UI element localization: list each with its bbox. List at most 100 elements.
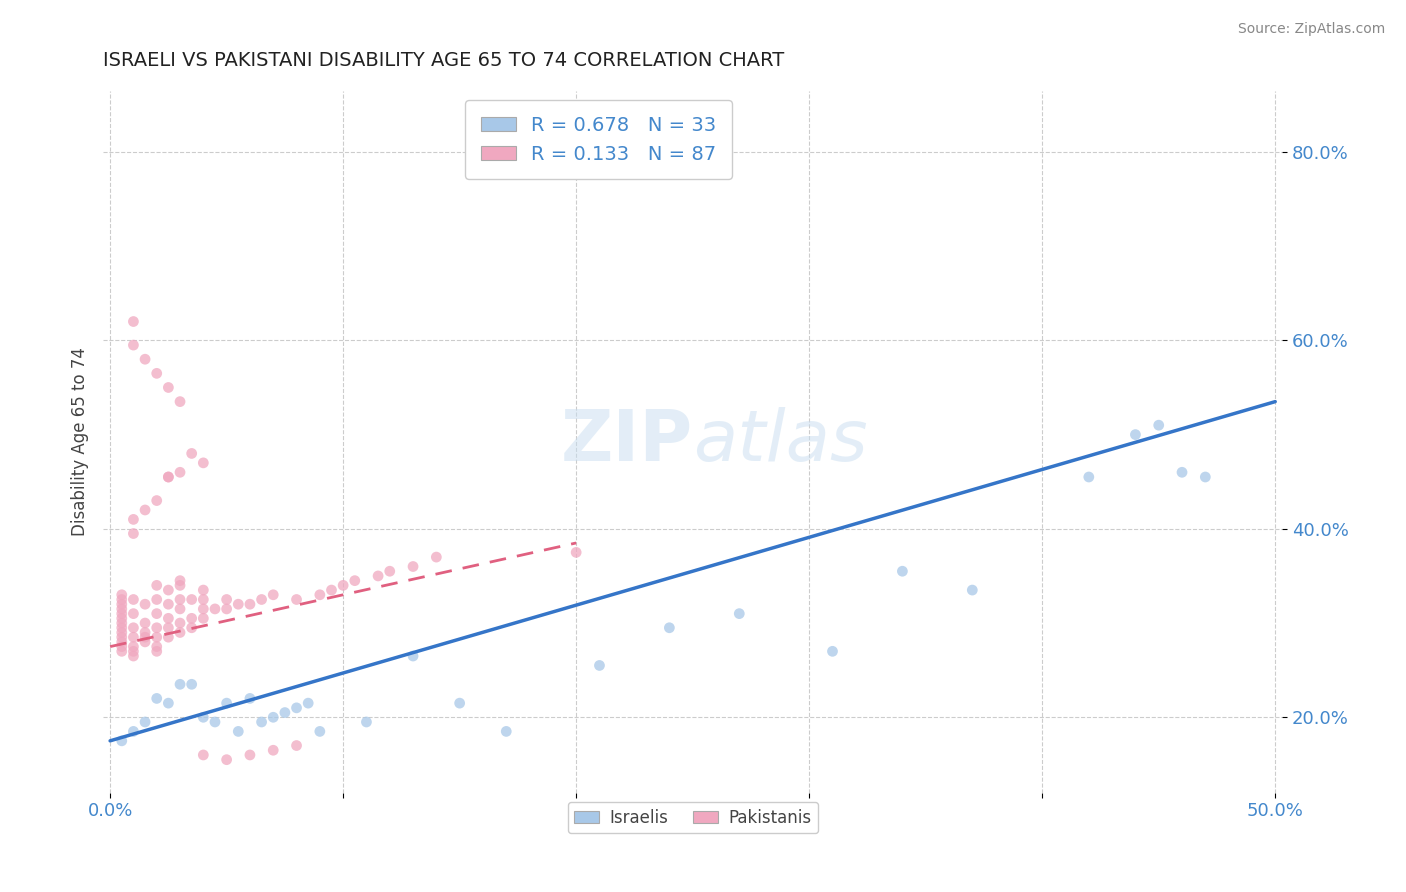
Point	[111, 625, 134, 640]
Point	[169, 578, 191, 592]
Point	[111, 588, 134, 602]
Point	[134, 625, 156, 640]
Text: ISRAELI VS PAKISTANI DISABILITY AGE 65 TO 74 CORRELATION CHART: ISRAELI VS PAKISTANI DISABILITY AGE 65 T…	[103, 51, 785, 70]
Text: Source: ZipAtlas.com: Source: ZipAtlas.com	[1237, 22, 1385, 37]
Point	[180, 677, 202, 691]
Point	[728, 607, 751, 621]
Point	[180, 621, 202, 635]
Text: atlas: atlas	[693, 407, 868, 476]
Point	[122, 314, 145, 328]
Point	[111, 640, 134, 654]
Point	[565, 545, 588, 559]
Point	[145, 367, 167, 381]
Point	[495, 724, 517, 739]
Point	[658, 621, 681, 635]
Point	[169, 574, 191, 588]
Point	[111, 611, 134, 625]
Point	[157, 470, 180, 484]
Point	[157, 621, 180, 635]
Point	[122, 640, 145, 654]
Point	[134, 615, 156, 630]
Point	[111, 635, 134, 649]
Point	[449, 696, 471, 710]
Point	[285, 592, 308, 607]
Point	[321, 583, 343, 598]
Point	[356, 714, 378, 729]
Point	[204, 602, 226, 616]
Point	[122, 592, 145, 607]
Point	[193, 710, 215, 724]
Point	[215, 696, 238, 710]
Point	[157, 597, 180, 611]
Point	[169, 602, 191, 616]
Point	[145, 630, 167, 644]
Point	[157, 696, 180, 710]
Point	[402, 648, 425, 663]
Point	[134, 352, 156, 367]
Point	[226, 724, 249, 739]
Point	[274, 706, 297, 720]
Point	[285, 701, 308, 715]
Point	[169, 592, 191, 607]
Point	[122, 621, 145, 635]
Point	[285, 739, 308, 753]
Point	[111, 621, 134, 635]
Point	[145, 640, 167, 654]
Point	[145, 607, 167, 621]
Point	[378, 564, 401, 578]
Point	[157, 380, 180, 394]
Point	[193, 592, 215, 607]
Point	[1171, 465, 1194, 479]
Point	[169, 625, 191, 640]
Point	[262, 710, 284, 724]
Point	[145, 691, 167, 706]
Point	[297, 696, 319, 710]
Point	[111, 615, 134, 630]
Point	[239, 747, 262, 762]
Legend: Israelis, Pakistanis: Israelis, Pakistanis	[568, 802, 818, 833]
Point	[821, 644, 844, 658]
Point	[111, 602, 134, 616]
Point	[1125, 427, 1147, 442]
Point	[962, 583, 984, 598]
Point	[122, 338, 145, 352]
Point	[111, 644, 134, 658]
Point	[239, 691, 262, 706]
Point	[204, 714, 226, 729]
Point	[111, 597, 134, 611]
Y-axis label: Disability Age 65 to 74: Disability Age 65 to 74	[72, 347, 89, 536]
Point	[145, 592, 167, 607]
Point	[122, 648, 145, 663]
Point	[193, 747, 215, 762]
Point	[169, 394, 191, 409]
Point	[193, 583, 215, 598]
Point	[262, 743, 284, 757]
Point	[308, 724, 330, 739]
Point	[402, 559, 425, 574]
Point	[250, 592, 273, 607]
Point	[262, 588, 284, 602]
Point	[145, 493, 167, 508]
Point	[1077, 470, 1099, 484]
Point	[215, 753, 238, 767]
Text: ZIP: ZIP	[561, 407, 693, 476]
Point	[425, 550, 447, 565]
Point	[193, 456, 215, 470]
Point	[891, 564, 914, 578]
Point	[145, 644, 167, 658]
Point	[122, 724, 145, 739]
Point	[134, 503, 156, 517]
Point	[367, 569, 389, 583]
Point	[180, 446, 202, 460]
Point	[215, 602, 238, 616]
Point	[111, 734, 134, 748]
Point	[180, 611, 202, 625]
Point	[157, 611, 180, 625]
Point	[122, 512, 145, 526]
Point	[122, 607, 145, 621]
Point	[239, 597, 262, 611]
Point	[134, 635, 156, 649]
Point	[226, 597, 249, 611]
Point	[193, 602, 215, 616]
Point	[193, 611, 215, 625]
